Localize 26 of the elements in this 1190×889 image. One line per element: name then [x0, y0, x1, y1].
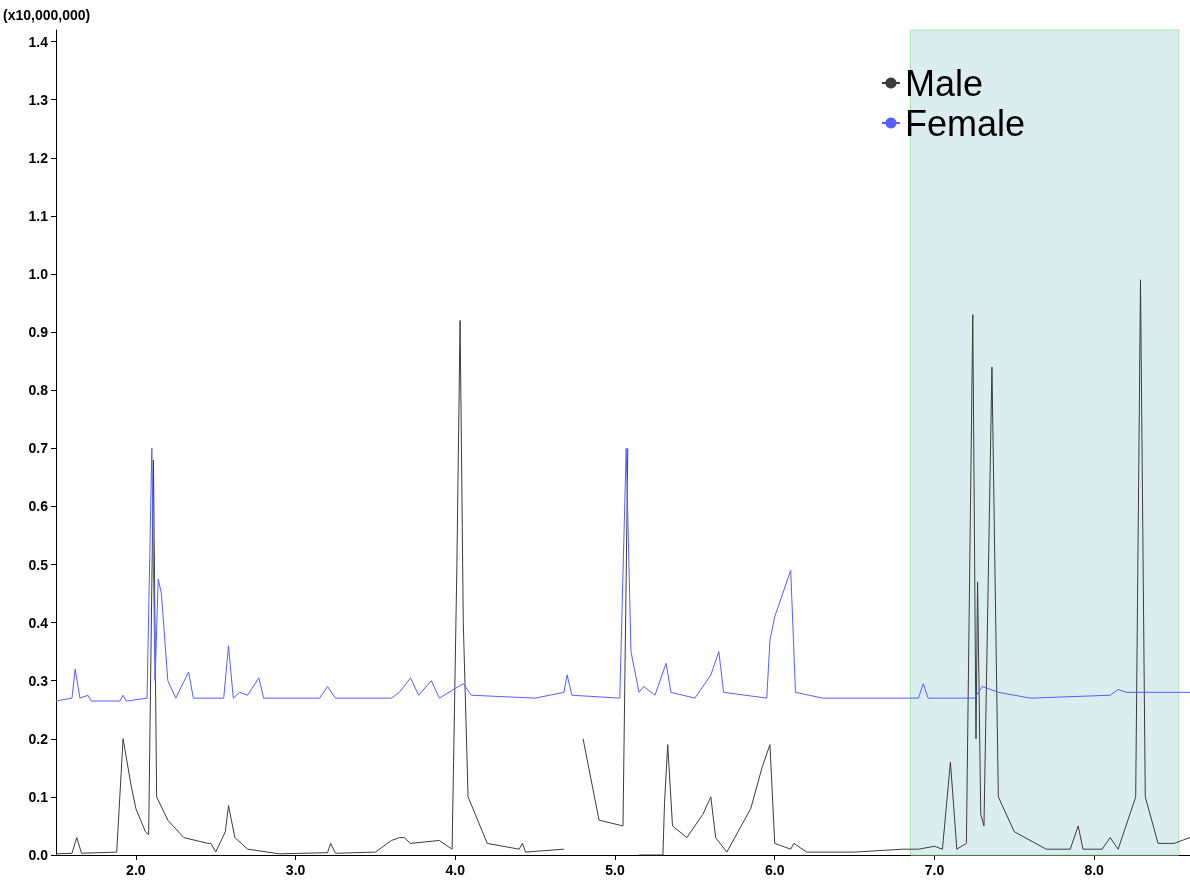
x-tick-label: 3.0: [285, 862, 306, 878]
y-tick-label: 1.3: [28, 91, 49, 108]
y-axis-title: (x10,000,000): [3, 7, 91, 23]
line-series: [55, 447, 1190, 702]
x-tick-label: 2.0: [126, 862, 146, 878]
y-tick-label: 0.8: [28, 382, 49, 399]
y-tick-label: 0.4: [28, 614, 49, 631]
y-tick-label: 0.3: [28, 672, 49, 689]
y-tick-label: 0.1: [28, 788, 49, 805]
y-tick-label: 0.9: [28, 324, 49, 341]
x-tick-label: 6.0: [765, 862, 785, 878]
x-tick-label: 8.0: [1084, 862, 1105, 878]
y-tick-label: 1.4: [28, 33, 49, 50]
y-tick-label: 1.1: [28, 207, 49, 224]
y-tick-label: 0.2: [28, 730, 49, 747]
y-tick-label: 1.2: [28, 149, 49, 166]
y-tick-label: 1.0: [28, 266, 49, 283]
y-tick-label: 0.5: [28, 556, 49, 573]
y-tick-label: 0.6: [28, 498, 49, 515]
y-tick-label: 0.0: [28, 847, 49, 863]
y-tick-label: 0.7: [28, 440, 49, 457]
x-tick-label: 4.0: [445, 862, 466, 878]
x-tick-label: 7.0: [924, 862, 945, 878]
legend-label: Male: [904, 62, 983, 104]
x-tick-label: 5.0: [605, 862, 625, 878]
legend-label: Female: [904, 102, 1026, 144]
